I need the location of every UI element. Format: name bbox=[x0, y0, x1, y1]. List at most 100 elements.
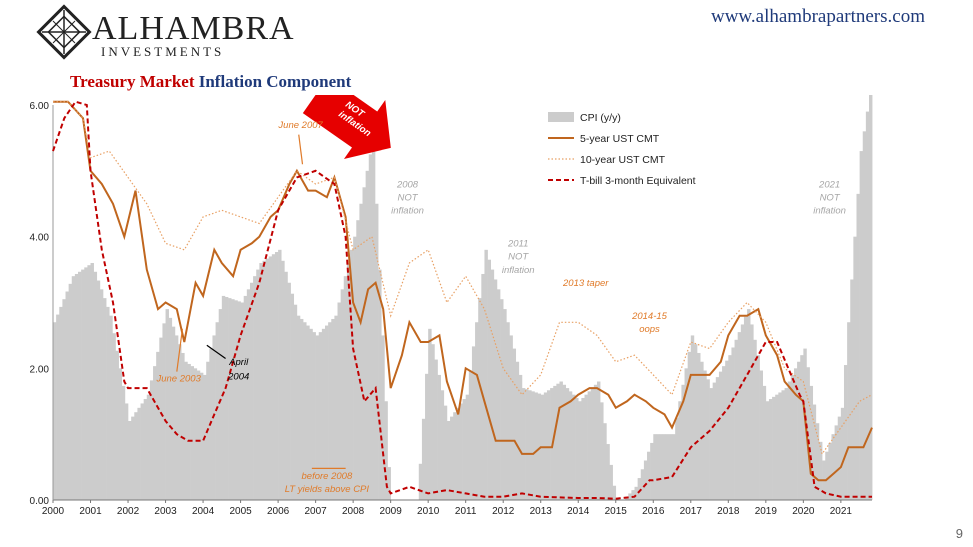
annotation-text: June 2003 bbox=[155, 374, 201, 385]
cpi-bar bbox=[215, 322, 220, 500]
cpi-bar bbox=[787, 381, 792, 500]
cpi-bar bbox=[84, 267, 88, 500]
cpi-bar bbox=[165, 309, 169, 500]
cpi-bar bbox=[559, 381, 563, 500]
cpi-bar bbox=[187, 363, 191, 500]
cpi-bar bbox=[71, 276, 76, 500]
cpi-bar bbox=[837, 416, 842, 500]
alhambra-logo-icon bbox=[36, 4, 92, 60]
cpi-bar bbox=[268, 256, 273, 500]
cpi-bar bbox=[825, 451, 829, 500]
annotation-text: inflation bbox=[813, 206, 846, 217]
cpi-bar bbox=[737, 332, 742, 500]
cpi-bar bbox=[862, 131, 867, 501]
annotation-text: NOT bbox=[508, 252, 529, 263]
cpi-bar bbox=[375, 203, 379, 500]
cpi-bar bbox=[793, 368, 798, 500]
cpi-bar bbox=[768, 399, 773, 500]
cpi-bar bbox=[312, 332, 316, 500]
x-tick-label: 2009 bbox=[380, 506, 403, 517]
cpi-bar bbox=[303, 322, 307, 500]
cpi-bar bbox=[834, 425, 839, 500]
cpi-bar bbox=[440, 390, 445, 500]
x-tick-label: 2018 bbox=[717, 506, 740, 517]
cpi-bar bbox=[274, 252, 279, 500]
x-tick-label: 2013 bbox=[530, 506, 553, 517]
cpi-bar bbox=[581, 397, 585, 500]
cpi-bar bbox=[212, 335, 216, 500]
not-inflation-arrow-icon bbox=[302, 95, 391, 159]
cpi-bar bbox=[459, 403, 463, 500]
cpi-bar bbox=[722, 366, 726, 500]
cpi-bar bbox=[324, 325, 329, 500]
cpi-bar bbox=[778, 392, 782, 500]
cpi-bar bbox=[868, 95, 873, 500]
cpi-bar bbox=[159, 337, 163, 500]
x-tick-label: 2012 bbox=[492, 506, 515, 517]
x-tick-label: 2017 bbox=[680, 506, 703, 517]
cpi-bar bbox=[162, 323, 166, 500]
cpi-bar bbox=[118, 368, 123, 500]
cpi-bar bbox=[149, 380, 154, 500]
cpi-bar bbox=[575, 397, 579, 500]
cpi-bar bbox=[81, 269, 85, 500]
cpi-bar bbox=[512, 348, 517, 500]
cpi-bar bbox=[190, 366, 194, 500]
cpi-bar bbox=[521, 388, 526, 500]
cpi-bar bbox=[87, 265, 91, 500]
cpi-bar bbox=[321, 328, 326, 500]
cpi-bar bbox=[556, 383, 560, 500]
cpi-bar bbox=[278, 249, 282, 500]
cpi-bar bbox=[562, 384, 567, 500]
cpi-bar bbox=[287, 282, 291, 500]
cpi-bar bbox=[628, 493, 632, 500]
cpi-bar bbox=[296, 315, 301, 500]
cpi-bar bbox=[68, 283, 73, 500]
cpi-bar bbox=[534, 392, 538, 500]
cpi-bar bbox=[475, 322, 479, 500]
cpi-bar bbox=[253, 276, 257, 500]
cpi-bar bbox=[465, 394, 470, 500]
cpi-bar bbox=[831, 434, 835, 500]
cpi-bar bbox=[299, 318, 304, 500]
cpi-bar bbox=[174, 335, 179, 500]
annotation-text: 2013 taper bbox=[562, 278, 609, 289]
cpi-bar bbox=[650, 442, 654, 500]
annotation-text: NOT bbox=[820, 192, 841, 203]
cpi-bar bbox=[687, 351, 692, 500]
cpi-bar bbox=[156, 351, 160, 500]
cpi-bar bbox=[634, 486, 638, 500]
cpi-bar bbox=[171, 326, 176, 500]
y-tick-label: 2.00 bbox=[30, 364, 50, 375]
cpi-bar bbox=[609, 464, 613, 500]
april-2004-pointer bbox=[206, 344, 226, 359]
cpi-bar bbox=[781, 390, 785, 500]
cpi-bar bbox=[328, 322, 332, 500]
cpi-bar bbox=[131, 416, 135, 500]
cpi-bar bbox=[678, 401, 682, 500]
cpi-bar bbox=[809, 385, 814, 500]
cpi-bar bbox=[284, 271, 288, 500]
logo-name: ALHAMBRA bbox=[92, 10, 295, 47]
cpi-bar bbox=[587, 391, 592, 500]
cpi-bar bbox=[775, 394, 779, 500]
logo-subtitle: INVESTMENTS bbox=[101, 44, 225, 59]
cpi-bar bbox=[590, 388, 595, 500]
cpi-bar bbox=[725, 360, 729, 500]
cpi-bar bbox=[134, 412, 138, 500]
cpi-bar bbox=[734, 339, 738, 500]
cpi-bar bbox=[731, 347, 735, 500]
annotation-text: 2014-15 bbox=[631, 311, 668, 322]
cpi-bar bbox=[231, 299, 235, 500]
cpi-bar bbox=[772, 396, 776, 500]
cpi-bar bbox=[681, 384, 685, 500]
cpi-bar bbox=[709, 388, 713, 500]
cpi-bar bbox=[249, 282, 254, 500]
cpi-bar bbox=[668, 434, 673, 500]
annotation-text: inflation bbox=[502, 265, 535, 276]
x-tick-label: 2004 bbox=[192, 506, 215, 517]
cpi-bar bbox=[640, 469, 645, 500]
ust10-line bbox=[53, 101, 873, 456]
cpi-bar bbox=[421, 418, 426, 500]
cpi-bar bbox=[703, 370, 707, 500]
